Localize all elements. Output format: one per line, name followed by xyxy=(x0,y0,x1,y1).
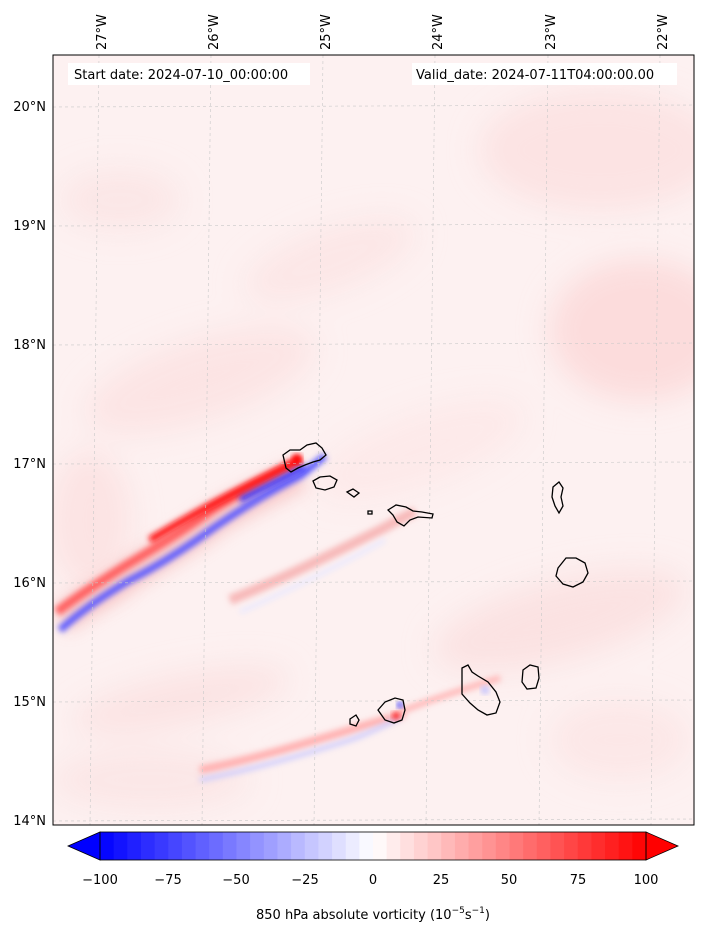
colorbar-label: 850 hPa absolute vorticity (10−5s−1) xyxy=(256,906,490,923)
island-santo-antao xyxy=(282,442,327,473)
colorbar-cell xyxy=(181,832,197,860)
start-date-label: Start date: 2024-07-10_00:00:00 xyxy=(74,68,288,83)
colorbar-tick-label: −100 xyxy=(82,873,118,888)
island-fogo xyxy=(377,697,406,724)
colorbar-cell xyxy=(250,832,265,860)
colorbar-cell xyxy=(291,832,306,860)
colorbar-cell xyxy=(591,832,606,860)
island-sao-vicente xyxy=(312,475,338,491)
colorbar-cell xyxy=(127,832,142,860)
map-panel xyxy=(53,55,694,825)
lon-label: 27°W xyxy=(95,14,110,50)
colorbar-tick-label: 75 xyxy=(570,873,587,888)
colorbar-cell xyxy=(400,832,415,860)
island-santa-luzia xyxy=(345,488,361,498)
colorbar-cell xyxy=(427,832,442,860)
lat-label: 17°N xyxy=(13,457,46,472)
island-santiago xyxy=(461,664,501,716)
colorbar-cell xyxy=(209,832,224,860)
colorbar-cell xyxy=(168,832,183,860)
colorbar-cell xyxy=(332,832,347,860)
colorbar-cell xyxy=(413,832,429,860)
colorbar-cell xyxy=(509,832,524,860)
colorbar-cell xyxy=(468,832,483,860)
northern-wake-streak xyxy=(53,453,328,633)
colorbar-label-exp2: −1 xyxy=(472,906,485,916)
lat-label: 18°N xyxy=(13,338,46,353)
island-coastlines xyxy=(282,442,589,727)
colorbar-cell xyxy=(550,832,565,860)
lat-label: 20°N xyxy=(13,100,46,115)
colorbar-tick-label: −25 xyxy=(291,873,318,888)
colorbar-label-main: 850 hPa absolute vorticity (10 xyxy=(256,908,452,923)
colorbar-cell xyxy=(263,832,278,860)
colorbar-cell xyxy=(359,832,374,860)
colorbar-tick-label: 25 xyxy=(433,873,450,888)
island-sal xyxy=(551,481,564,515)
island-boa-vista xyxy=(555,557,589,588)
colorbar-tick-label: 0 xyxy=(369,873,377,888)
lat-label: 15°N xyxy=(13,695,46,710)
island-maio xyxy=(521,664,540,690)
colorbar-ticks: −100 −75 −50 −25 0 25 50 75 100 xyxy=(82,873,658,888)
colorbar-cell xyxy=(154,832,169,860)
lat-label: 14°N xyxy=(13,814,46,829)
colorbar-cell xyxy=(441,832,456,860)
colorbar-cell xyxy=(113,832,128,860)
colorbar-cell xyxy=(577,832,592,860)
colorbar-cells xyxy=(100,832,647,860)
colorbar-tick-label: −50 xyxy=(222,873,249,888)
colorbar-cell xyxy=(495,832,510,860)
lon-label: 24°W xyxy=(431,14,446,50)
start-date-box: Start date: 2024-07-10_00:00:00 xyxy=(68,63,310,85)
lon-label: 23°W xyxy=(544,14,559,50)
colorbar-cell xyxy=(523,832,538,860)
colorbar-max-extend xyxy=(645,831,679,861)
colorbar-cell xyxy=(605,832,620,860)
colorbar-cell xyxy=(345,832,360,860)
colorbar-cell xyxy=(140,832,156,860)
colorbar-cell xyxy=(482,832,497,860)
colorbar-cell xyxy=(373,832,388,860)
colorbar-label-exp1: −5 xyxy=(452,906,465,916)
lon-label: 25°W xyxy=(319,14,334,50)
colorbar-tick-label: 50 xyxy=(501,873,518,888)
colorbar-cell xyxy=(564,832,579,860)
valid-date-label: Valid_date: 2024-07-11T04:00:00.00 xyxy=(416,68,654,83)
colorbar-cell xyxy=(304,832,319,860)
colorbar-cell xyxy=(277,832,292,860)
colorbar-label-end: ) xyxy=(485,908,490,923)
island-brava xyxy=(349,714,360,727)
middle-wake-streak xyxy=(228,507,417,614)
gridlines xyxy=(53,55,694,825)
lat-label: 16°N xyxy=(13,576,46,591)
longitude-labels: 27°W 26°W 25°W 24°W 23°W 22°W xyxy=(95,14,671,50)
latitude-labels: 20°N 19°N 18°N 17°N 16°N 15°N 14°N xyxy=(13,100,46,829)
colorbar-label-mid: s xyxy=(465,908,472,923)
colorbar-cell xyxy=(236,832,251,860)
lon-label: 26°W xyxy=(207,14,222,50)
colorbar: −100 −75 −50 −25 0 25 50 75 100 850 hPa … xyxy=(67,831,679,923)
valid-date-box: Valid_date: 2024-07-11T04:00:00.00 xyxy=(412,63,677,85)
colorbar-cell xyxy=(222,832,237,860)
lon-label: 22°W xyxy=(656,14,671,50)
colorbar-cell xyxy=(536,832,551,860)
colorbar-tick-label: −75 xyxy=(154,873,181,888)
colorbar-cell xyxy=(386,832,401,860)
colorbar-cell xyxy=(195,832,210,860)
colorbar-min-extend xyxy=(67,831,101,861)
colorbar-cell xyxy=(318,832,333,860)
colorbar-frame xyxy=(99,831,647,861)
colorbar-cell xyxy=(100,832,115,860)
island-sao-nicolau xyxy=(386,504,434,527)
island-branco xyxy=(367,510,373,515)
map-frame xyxy=(52,54,695,826)
colorbar-cell xyxy=(632,832,647,860)
lat-label: 19°N xyxy=(13,219,46,234)
colorbar-cell xyxy=(618,832,633,860)
colorbar-tick-label: 100 xyxy=(634,873,659,888)
background-vorticity-field xyxy=(53,90,694,810)
colorbar-cell xyxy=(454,832,470,860)
